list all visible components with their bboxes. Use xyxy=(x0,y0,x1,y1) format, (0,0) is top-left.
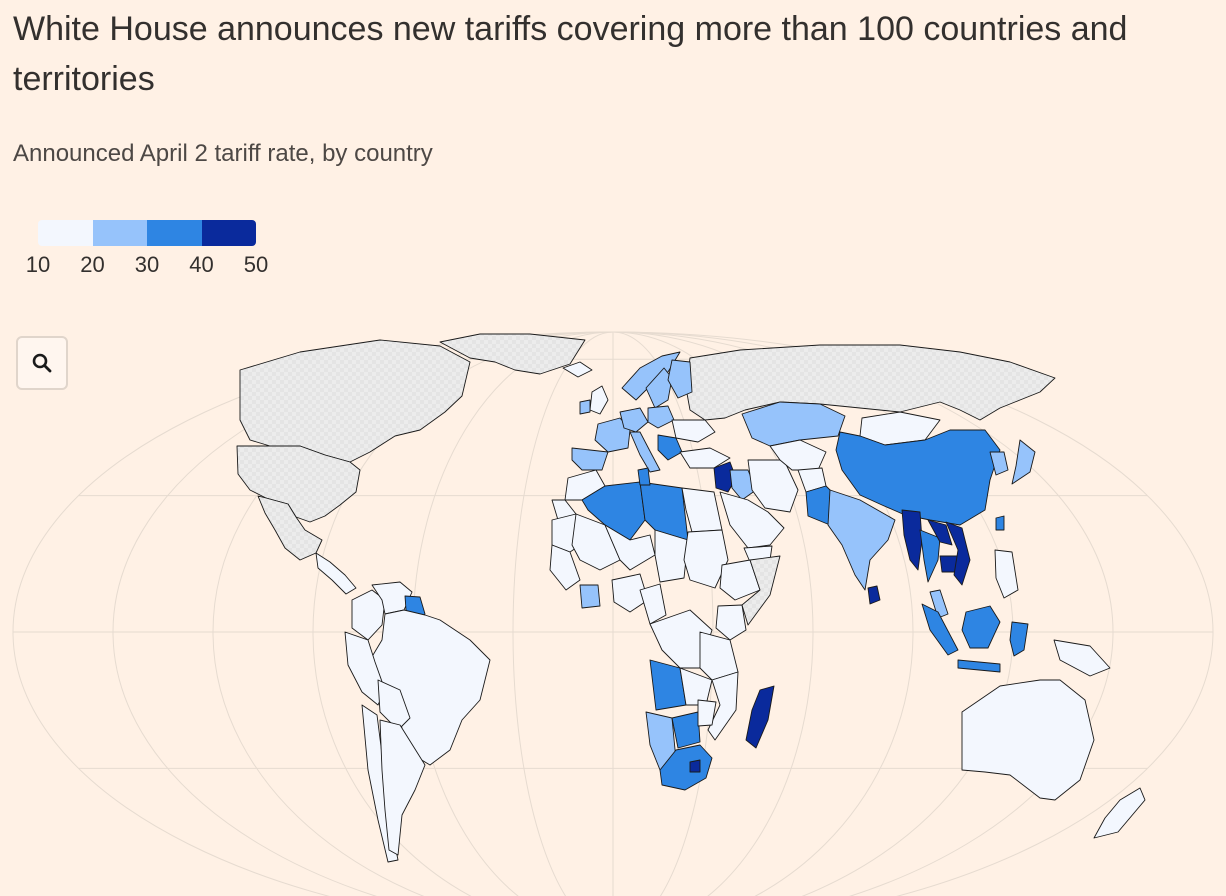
region-russia[interactable] xyxy=(685,344,1056,421)
legend-swatch-10-20 xyxy=(38,220,93,246)
region-chad[interactable] xyxy=(654,529,689,583)
region-ukraine[interactable] xyxy=(671,419,716,443)
region-mozambique[interactable] xyxy=(707,671,739,741)
region-china[interactable] xyxy=(835,429,1001,526)
region-ireland[interactable] xyxy=(579,399,591,415)
region-lesotho[interactable] xyxy=(689,759,701,773)
legend-swatch-40-50 xyxy=(201,220,256,246)
region-canada[interactable] xyxy=(239,339,471,463)
legend-tick-label: 10 xyxy=(25,252,51,277)
region-laos[interactable] xyxy=(927,519,953,546)
region-sri-lanka[interactable] xyxy=(867,585,881,605)
color-legend: 10 20 30 40 50 xyxy=(26,220,268,277)
region-ivory-coast[interactable] xyxy=(579,584,601,609)
region-mexico[interactable] xyxy=(257,495,323,561)
region-new-guinea[interactable] xyxy=(1053,639,1111,677)
legend-tick-label: 40 xyxy=(189,252,214,277)
region-sumatra[interactable] xyxy=(921,603,959,656)
chart-title: White House announces new tariffs coveri… xyxy=(13,10,1128,98)
region-central-america[interactable] xyxy=(315,552,357,595)
region-greenland[interactable] xyxy=(439,333,586,375)
zoom-button[interactable] xyxy=(16,336,68,390)
region-argentina[interactable] xyxy=(379,719,426,856)
map-svg[interactable] xyxy=(0,326,1226,896)
region-malaysia[interactable] xyxy=(929,589,949,619)
region-poland[interactable] xyxy=(647,405,675,429)
region-kazakhstan[interactable] xyxy=(741,401,846,447)
region-saudi-arabia[interactable] xyxy=(719,491,785,549)
region-java[interactable] xyxy=(957,659,1001,673)
region-australia[interactable] xyxy=(961,679,1095,801)
region-sweden[interactable] xyxy=(645,367,673,409)
region-madagascar[interactable] xyxy=(745,685,775,749)
region-nigeria[interactable] xyxy=(611,573,649,613)
region-zimbabwe[interactable] xyxy=(697,699,717,727)
region-new-zealand[interactable] xyxy=(1093,787,1146,839)
region-tanzania[interactable] xyxy=(699,631,739,681)
country-regions[interactable] xyxy=(236,333,1146,863)
legend-ticks: 10 20 30 40 50 xyxy=(26,252,268,282)
region-libya[interactable] xyxy=(639,481,689,541)
region-algeria[interactable] xyxy=(581,481,646,541)
region-sudan[interactable] xyxy=(683,529,729,589)
region-italy[interactable] xyxy=(629,431,661,473)
region-balkans[interactable] xyxy=(657,434,683,461)
region-japan[interactable] xyxy=(1011,439,1036,485)
region-somalia[interactable] xyxy=(741,555,781,626)
legend-tick-label: 50 xyxy=(243,252,269,277)
graticule xyxy=(12,331,1214,896)
region-west-africa[interactable] xyxy=(549,544,581,591)
region-finland[interactable] xyxy=(667,359,693,399)
region-thailand[interactable] xyxy=(919,529,941,583)
region-germany[interactable] xyxy=(619,407,649,433)
region-tunisia[interactable] xyxy=(637,467,651,486)
legend-color-bar xyxy=(38,220,256,246)
region-united-kingdom[interactable] xyxy=(589,385,609,415)
region-korea[interactable] xyxy=(989,451,1009,476)
region-iraq[interactable] xyxy=(729,469,757,501)
legend-tick-label: 30 xyxy=(134,252,160,277)
region-france[interactable] xyxy=(594,417,631,453)
world-map[interactable] xyxy=(0,326,1226,896)
chart-subtitle: Announced April 2 tariff rate, by countr… xyxy=(13,140,433,167)
region-united-states[interactable] xyxy=(236,445,361,523)
region-botswana[interactable] xyxy=(671,711,701,749)
region-sulawesi[interactable] xyxy=(1009,621,1029,657)
search-icon xyxy=(32,353,52,373)
region-borneo[interactable] xyxy=(961,605,1001,649)
region-bolivia[interactable] xyxy=(377,679,411,731)
region-taiwan[interactable] xyxy=(995,515,1005,531)
region-egypt[interactable] xyxy=(681,487,723,533)
legend-tick-label: 20 xyxy=(80,252,105,277)
region-india[interactable] xyxy=(827,489,896,591)
region-turkey[interactable] xyxy=(679,447,731,469)
region-spain[interactable] xyxy=(571,447,609,471)
region-ethiopia[interactable] xyxy=(719,559,761,601)
legend-swatch-30-40 xyxy=(147,220,202,246)
region-philippines[interactable] xyxy=(994,549,1019,599)
region-colombia[interactable] xyxy=(351,589,386,641)
legend-swatch-20-30 xyxy=(92,220,147,246)
region-myanmar[interactable] xyxy=(901,509,923,571)
region-cameroon[interactable] xyxy=(639,583,667,625)
region-south-africa[interactable] xyxy=(659,744,713,791)
region-vietnam[interactable] xyxy=(945,521,971,586)
region-kenya[interactable] xyxy=(715,604,747,641)
region-iceland[interactable] xyxy=(562,361,593,378)
